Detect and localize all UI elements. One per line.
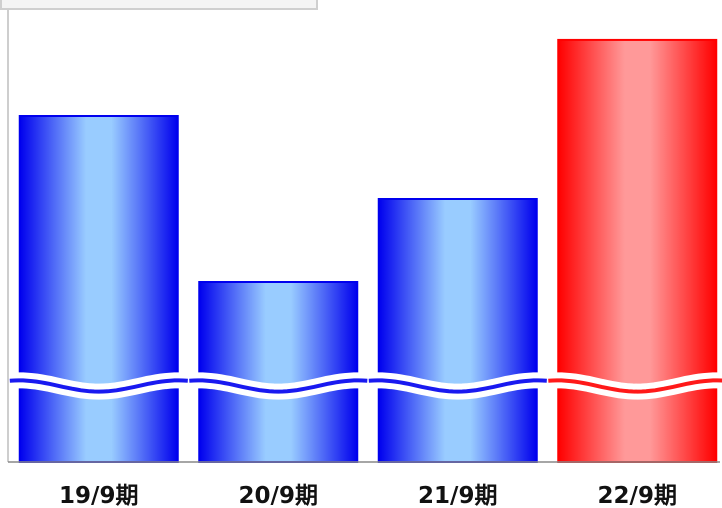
- axis-break-gap-2: [368, 378, 547, 394]
- bar-2: [377, 198, 538, 463]
- x-tick-label-2: 21/9期: [418, 483, 497, 508]
- bar-0: [18, 115, 179, 463]
- axis-break-gap-1: [189, 378, 368, 394]
- bar-1: [198, 281, 359, 463]
- axis-break-gap-0: [9, 378, 188, 394]
- axis-break-gap-3: [548, 378, 722, 394]
- x-tick-label-1: 20/9期: [239, 483, 318, 508]
- x-tick-label-0: 19/9期: [59, 483, 138, 508]
- legend-box: [0, 0, 318, 10]
- x-tick-label-3: 22/9期: [598, 483, 677, 508]
